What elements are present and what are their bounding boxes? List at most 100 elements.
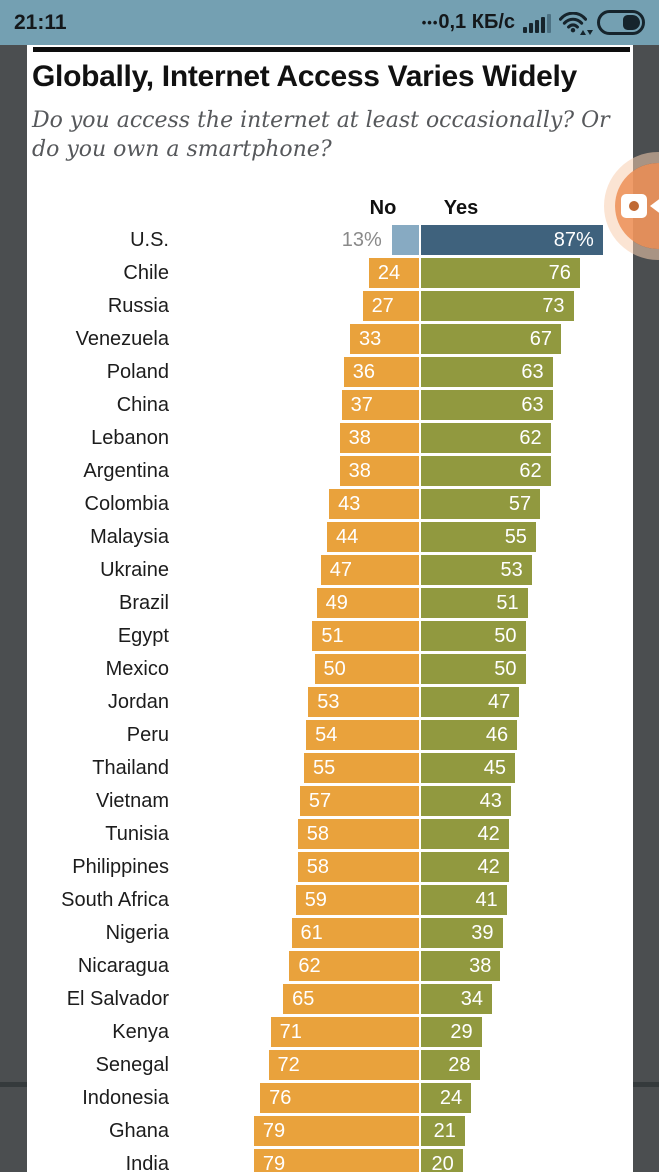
yes-bar: 62 [421,423,551,453]
yes-bar: 53 [421,555,532,585]
no-value-label: 72 [277,1054,300,1076]
no-value-label: 38 [348,460,371,482]
country-label: Kenya [112,1021,169,1043]
no-value-label: 47 [329,559,353,581]
yes-value-label: 45 [483,757,507,779]
yes-value-label: 38 [469,955,492,977]
yes-value-label: 29 [450,1021,473,1043]
yes-value-label: 47 [487,691,511,713]
yes-bar: 87% [421,225,603,255]
yes-bar: 24 [421,1083,472,1113]
no-value-label: 50 [323,658,346,680]
chart-row: Egypt 51 50 [33,621,633,651]
chart-rows: U.S. 13% 87% Chile 24 76 Russia 27 73 Venezuela 33… [33,225,633,1172]
country-label: Colombia [84,493,169,515]
yes-bar: 21 [421,1116,465,1146]
chart-row: Tunisia 58 42 [33,819,633,849]
no-bar: 65 [283,984,419,1014]
chart-row: Senegal 72 28 [33,1050,633,1080]
status-bar: 21:11 •••0,1 КБ/с [0,0,659,45]
yes-value-label: 42 [477,823,500,845]
country-label: Chile [123,262,169,284]
chart-row: Kenya 71 29 [33,1017,633,1047]
no-value-label: 44 [336,526,359,548]
country-label: China [116,394,169,416]
legend-yes-label: Yes [443,197,479,219]
no-value-label: 38 [348,427,371,449]
no-bar: 72 [268,1050,419,1080]
no-value-label: 57 [308,790,332,812]
no-value-label: 24 [377,262,401,284]
no-bar: 62 [289,951,419,981]
yes-value-label: 42 [477,856,500,878]
no-bar: 57 [299,786,419,816]
yes-value-label: 73 [542,295,565,317]
traffic-arrows-icon [580,29,593,35]
no-value-label: 53 [317,691,340,713]
no-value-label: 13% [341,229,382,251]
no-value-label: 79 [262,1153,286,1172]
country-label: Philippines [72,856,169,878]
chart-row: Chile 24 76 [33,258,633,288]
no-bar: 53 [308,687,419,717]
yes-value-label: 39 [471,922,494,944]
wifi-icon [559,11,593,35]
chart-row: Ukraine 47 53 [33,555,633,585]
chart-row: Poland 36 63 [33,357,633,387]
no-bar: 59 [295,885,419,915]
no-value-label: 51 [321,625,344,647]
country-label: U.S. [130,229,169,251]
yes-value-label: 43 [479,790,502,812]
country-label: Russia [107,295,169,317]
no-bar: 76 [260,1083,419,1113]
no-value-label: 62 [298,955,321,977]
yes-value-label: 87% [553,229,594,251]
yes-value-label: 20 [431,1153,454,1172]
no-bar: 38 [339,456,419,486]
yes-value-label: 76 [548,262,571,284]
chart-row: U.S. 13% 87% [33,225,633,255]
no-value-label: 55 [313,757,336,779]
no-bar: 71 [270,1017,419,1047]
country-label: Egypt [117,625,169,647]
yes-bar: 29 [421,1017,482,1047]
yes-bar: 67 [421,324,562,354]
yes-value-label: 24 [439,1087,463,1109]
yes-bar: 63 [421,357,553,387]
yes-value-label: 53 [500,559,523,581]
yes-bar: 55 [421,522,536,552]
legend-no-label: No [369,197,397,219]
chart-subtitle: Do you access the internet at least occa… [32,108,610,163]
no-bar: 54 [306,720,419,750]
no-bar: 58 [297,852,419,882]
chart-row: Malaysia 44 55 [33,522,633,552]
yes-bar: 63 [421,390,553,420]
no-value-label: 58 [306,856,330,878]
chart-row: China 37 63 [33,390,633,420]
yes-bar: 45 [421,753,516,783]
chart-row: Thailand 55 45 [33,753,633,783]
yes-bar: 62 [421,456,551,486]
signal-strength-icon [523,13,551,33]
yes-bar: 34 [421,984,493,1014]
chart-row: Mexico 50 50 [33,654,633,684]
yes-bar: 46 [421,720,518,750]
yes-value-label: 41 [475,889,498,911]
yes-bar: 41 [421,885,507,915]
country-label: Nicaragua [77,955,169,977]
yes-bar: 43 [421,786,511,816]
no-bar: 38 [339,423,419,453]
no-bar: 58 [297,819,419,849]
no-value-label: 27 [371,295,394,317]
country-label: Venezuela [75,328,169,350]
yes-value-label: 21 [433,1120,456,1142]
country-label: Senegal [95,1054,169,1076]
chart-row: Nicaragua 62 38 [33,951,633,981]
country-label: Brazil [118,592,169,614]
country-label: Thailand [92,757,169,779]
chart-row: Brazil 49 51 [33,588,633,618]
chart-row: Venezuela 33 67 [33,324,633,354]
top-rule [33,47,630,52]
no-bar: 79 [253,1116,419,1146]
yes-bar: 50 [421,621,526,651]
